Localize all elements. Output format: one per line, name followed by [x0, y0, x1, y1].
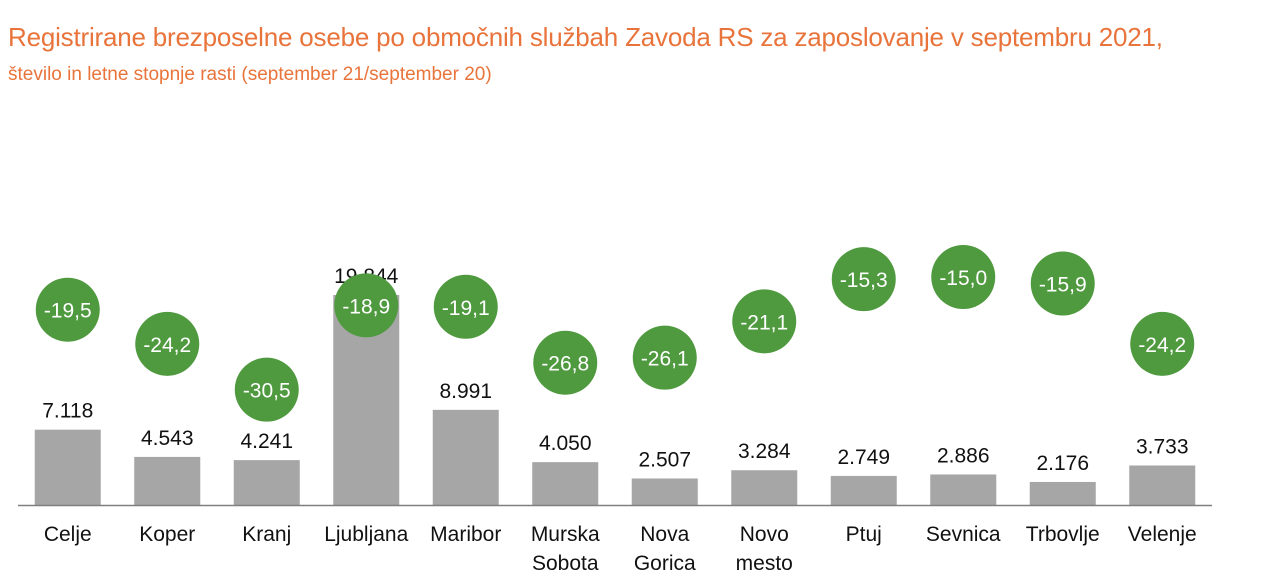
growth-marker — [334, 273, 399, 338]
bar — [631, 478, 698, 505]
category-label: Nova — [640, 523, 689, 546]
growth-marker — [135, 311, 200, 376]
growth-marker — [234, 357, 299, 422]
growth-marker — [35, 277, 100, 342]
growth-label: -15,0 — [939, 267, 987, 290]
growth-label: -19,5 — [44, 300, 92, 323]
value-label: 2.886 — [937, 444, 990, 467]
growth-label: -24,2 — [1138, 334, 1186, 357]
bar — [1129, 465, 1196, 505]
growth-marker — [732, 289, 797, 354]
category-label: Maribor — [430, 523, 501, 546]
bar — [134, 456, 201, 505]
chart-subtitle: število in letne stopnje rasti (septembe… — [8, 64, 492, 85]
category-label: Ljubljana — [324, 523, 408, 546]
category-label: Trbovlje — [1026, 523, 1100, 546]
bar — [930, 474, 997, 505]
category-label: Murska — [531, 523, 600, 546]
growth-label: -26,8 — [541, 353, 589, 376]
growth-label: -15,9 — [1039, 274, 1087, 297]
value-label: 4.241 — [240, 430, 293, 453]
value-labels-group: 7.1184.5434.24119.8448.9914.0502.5073.28… — [42, 265, 1188, 475]
category-labels-group: Celje Koper Kranj Ljubljana Maribor Murska Sob… — [44, 523, 1197, 575]
category-label: Celje — [44, 523, 92, 546]
category-label: Kranj — [242, 523, 291, 546]
category-label: Ptuj — [846, 523, 882, 546]
growth-marker — [1130, 311, 1195, 376]
growth-label: -18,9 — [342, 295, 390, 318]
growth-label: -26,1 — [641, 348, 689, 371]
growth-markers-group: -19,5 -24,2 -30,5 -18,9 -19,1 -26,8 -26,1 -21,1… — [35, 245, 1195, 422]
value-label: 4.050 — [539, 432, 592, 455]
growth-label: -21,1 — [740, 311, 788, 334]
bar — [731, 470, 798, 505]
growth-marker — [433, 274, 498, 339]
growth-marker — [632, 325, 697, 390]
growth-label: -24,2 — [143, 334, 191, 357]
category-label: Sevnica — [926, 523, 1001, 546]
growth-label: -19,1 — [442, 297, 490, 320]
growth-marker — [931, 245, 996, 309]
growth-marker — [1030, 251, 1095, 316]
growth-marker — [533, 330, 598, 395]
bars-group — [34, 295, 1196, 505]
growth-label: -30,5 — [243, 380, 291, 403]
value-label: 7.118 — [42, 400, 93, 423]
category-label: Sobota — [532, 552, 599, 575]
bar — [1029, 481, 1096, 505]
category-label: Novo — [740, 523, 789, 546]
bar — [34, 429, 101, 505]
bar — [532, 462, 599, 505]
category-label: Gorica — [634, 552, 696, 575]
category-label: Velenje — [1128, 523, 1197, 546]
value-label: 8.991 — [439, 380, 492, 403]
value-label: 2.749 — [837, 446, 890, 469]
bar — [233, 460, 300, 505]
value-label: 4.543 — [141, 427, 194, 450]
value-label: 3.733 — [1136, 435, 1189, 458]
growth-marker — [831, 247, 896, 312]
value-label: 2.507 — [638, 448, 691, 471]
bar — [830, 475, 897, 505]
category-label: Koper — [139, 523, 195, 546]
chart-title: Registrirane brezposelne osebe po območn… — [8, 22, 1163, 52]
bar — [432, 409, 499, 505]
growth-label: -15,3 — [840, 269, 888, 292]
category-label: mesto — [736, 552, 793, 575]
value-label: 3.284 — [738, 440, 791, 463]
value-label: 2.176 — [1036, 452, 1089, 475]
